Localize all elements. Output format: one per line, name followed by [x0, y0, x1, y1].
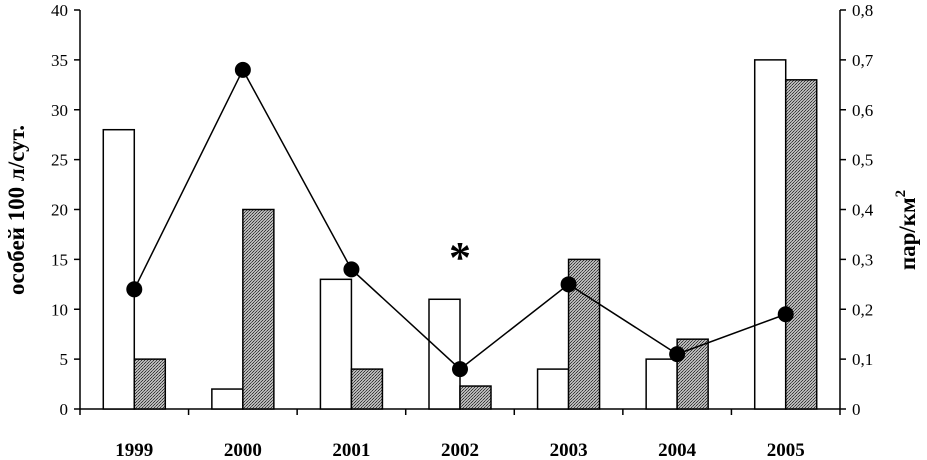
- plot-area: 0 5 10 15 20 25 30 35 40 0 0,1 0,2 0,3 0,4 0,5 0,6 0,7 0,…: [51, 1, 874, 460]
- bar-series-1: [536, 368, 570, 410]
- right-tick-label: 0,4: [852, 201, 874, 220]
- x-tick-label: 2001: [332, 440, 370, 460]
- x-tick-label: 1999: [115, 440, 153, 460]
- right-axis-title-base: пар/км: [895, 197, 920, 270]
- line-point: [560, 276, 577, 293]
- line-point: [777, 306, 794, 323]
- bar-series-2: [350, 368, 384, 410]
- annotation-asterisk: *: [449, 233, 471, 282]
- left-tick-label: 35: [51, 51, 68, 70]
- x-tick-label: 2003: [550, 440, 588, 460]
- left-tick-label: 20: [51, 201, 68, 220]
- bar-series-1: [319, 278, 353, 410]
- right-axis-title: пар/км2: [893, 190, 920, 270]
- bar-series-2: [784, 79, 818, 410]
- bar-series-2: [242, 208, 275, 410]
- bar-series-2: [459, 385, 492, 410]
- left-axis-title: особей 100 л/сут.: [4, 125, 29, 295]
- bar-series-1: [645, 358, 678, 410]
- left-tick-label: 10: [51, 300, 68, 319]
- bar-series-2: [133, 358, 167, 410]
- bar-series-1: [211, 388, 244, 410]
- left-tick-label: 15: [51, 250, 68, 269]
- left-tick-label: 5: [60, 350, 69, 369]
- line-point: [669, 346, 686, 363]
- x-tick-label: 2004: [658, 440, 697, 460]
- right-tick-label: 0,2: [852, 300, 873, 319]
- x-tick-label: 2005: [767, 440, 805, 460]
- x-tick-label: 2000: [224, 440, 262, 460]
- right-tick-label: 0,7: [852, 51, 874, 70]
- right-tick-label: 0: [852, 400, 861, 419]
- line-point: [343, 261, 360, 278]
- line-point: [234, 61, 251, 78]
- right-axis-title-sup: 2: [893, 190, 909, 198]
- line-point: [452, 361, 468, 378]
- left-tick-label: 0: [60, 400, 69, 419]
- right-tick-label: 0,6: [852, 101, 873, 120]
- right-tick-label: 0,1: [852, 350, 873, 369]
- right-tick-label: 0,8: [852, 1, 873, 20]
- left-tick-label: 30: [51, 101, 68, 120]
- right-tick-label: 0,3: [852, 250, 873, 269]
- bar-series-1: [753, 59, 787, 410]
- right-tick-label: 0,5: [852, 151, 873, 170]
- x-tick-label: 2002: [441, 440, 479, 460]
- left-tick-label: 40: [51, 1, 68, 20]
- bar-series-1: [102, 128, 136, 410]
- line-point: [126, 281, 143, 298]
- left-tick-label: 25: [51, 151, 68, 170]
